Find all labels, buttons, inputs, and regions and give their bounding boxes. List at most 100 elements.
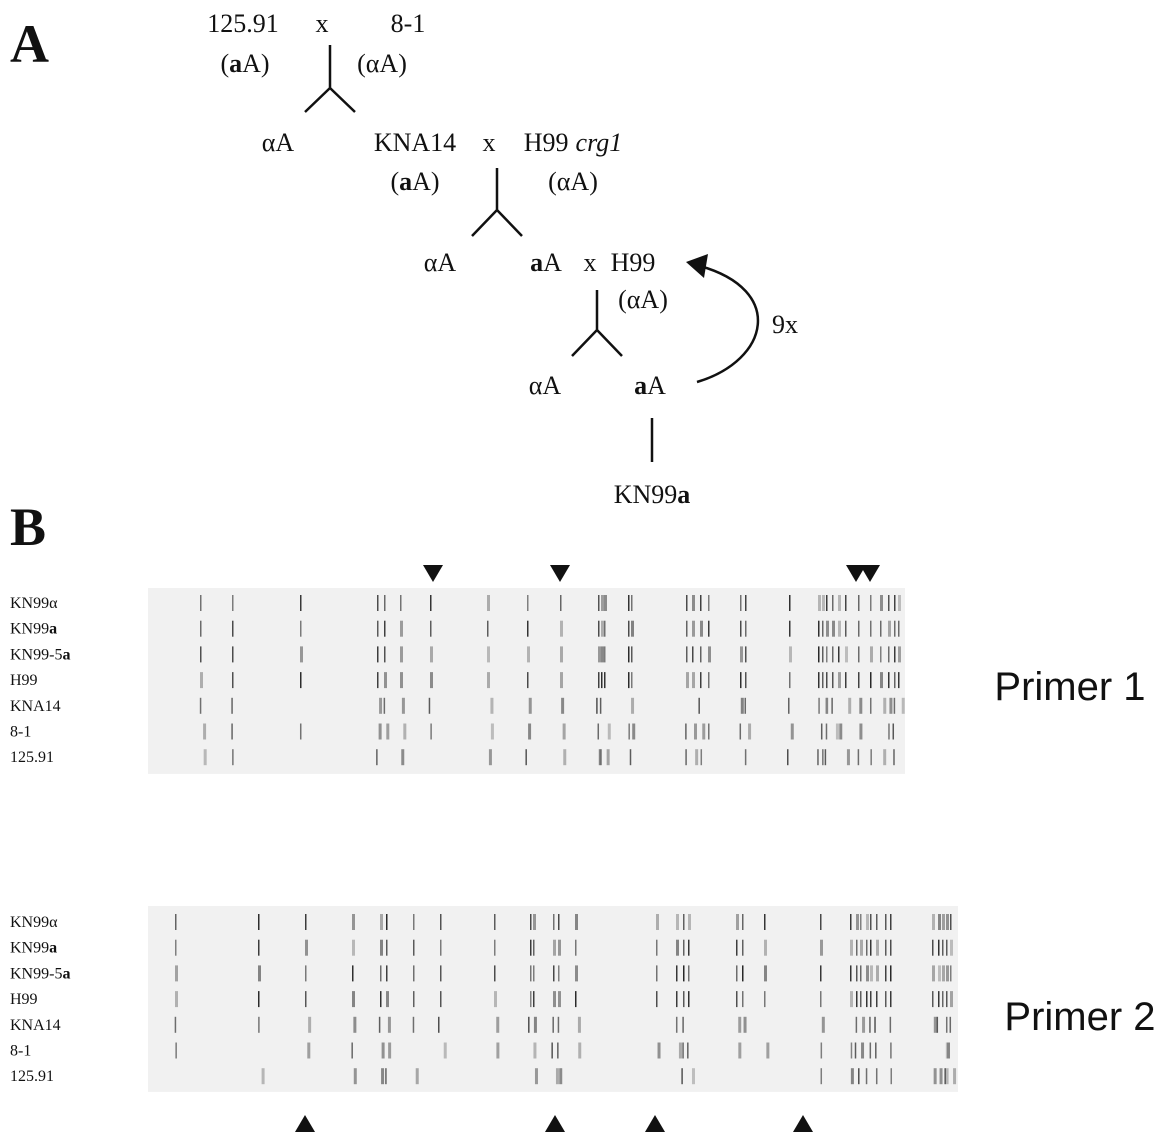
- repeat-label: 9x: [772, 310, 798, 339]
- gel-band: [791, 724, 794, 740]
- gel-band: [232, 646, 234, 662]
- gel-band: [533, 965, 535, 981]
- gel-band: [352, 965, 354, 981]
- gel-band: [203, 724, 206, 740]
- gel-band: [745, 646, 747, 662]
- gel-band: [688, 965, 690, 981]
- gel-band: [708, 646, 711, 662]
- text-part: 9x: [772, 310, 798, 339]
- gel-band: [527, 621, 529, 637]
- gel-band: [851, 1068, 854, 1084]
- lane-label: H99: [10, 991, 38, 1008]
- gel-band: [560, 595, 562, 611]
- gel-band: [200, 646, 202, 662]
- gel-band: [934, 1017, 937, 1033]
- gel-band: [888, 672, 890, 688]
- gel-band: [947, 1043, 950, 1059]
- text-part: a: [229, 49, 242, 78]
- gel-band: [682, 1017, 684, 1033]
- gel-band: [692, 646, 694, 662]
- gel-band: [856, 1017, 858, 1033]
- gel-band: [231, 724, 233, 740]
- gel-band: [413, 940, 415, 956]
- text-part: KN99α: [10, 595, 58, 612]
- gel-band: [676, 991, 678, 1007]
- gel-band: [692, 595, 695, 611]
- gel-band: [708, 595, 710, 611]
- gel-band: [818, 698, 820, 714]
- text-part: A: [543, 248, 562, 277]
- gel-band: [232, 672, 234, 688]
- gel-band: [200, 621, 202, 637]
- gel-band: [738, 1017, 741, 1033]
- gel-band: [685, 724, 687, 740]
- gel-band: [953, 1068, 956, 1084]
- lane-label: 8-1: [10, 1043, 31, 1060]
- gel-band: [628, 724, 630, 740]
- gel-band: [894, 672, 896, 688]
- text-part: KN99-5: [10, 646, 62, 663]
- gel-band: [938, 940, 940, 956]
- text-part: (αA): [357, 49, 407, 78]
- gel-band: [890, 965, 892, 981]
- gel-band: [700, 672, 702, 688]
- gel-band: [742, 991, 744, 1007]
- gel-band: [741, 698, 744, 714]
- gel-band: [262, 1068, 265, 1084]
- gel-band: [607, 749, 610, 765]
- gel-band: [888, 595, 890, 611]
- mating-type: (αA): [357, 49, 407, 78]
- gel-band: [560, 672, 563, 688]
- gel-band: [894, 698, 896, 714]
- gel-band: [601, 646, 604, 662]
- gel-band: [789, 646, 792, 662]
- text-part: 125.91: [10, 1068, 54, 1085]
- gel-band: [946, 940, 948, 956]
- text-part: A: [10, 14, 49, 74]
- text-part: KN99: [10, 940, 49, 957]
- gel-band: [578, 1017, 581, 1033]
- gel-band: [890, 1017, 892, 1033]
- gel-band: [885, 914, 887, 930]
- gel-band: [818, 595, 821, 611]
- gel-band: [429, 698, 431, 714]
- cross-sign: x: [584, 248, 597, 277]
- gel-band: [604, 595, 607, 611]
- gel-band: [377, 595, 379, 611]
- gel-band: [866, 914, 869, 930]
- gel-band: [822, 646, 824, 662]
- gel-band: [745, 672, 747, 688]
- gel-band: [845, 646, 848, 662]
- gel-band: [764, 914, 766, 930]
- gel-band: [789, 672, 791, 688]
- gel-band: [825, 749, 827, 765]
- gel-band: [826, 698, 828, 714]
- primer-label: Primer 2: [1004, 995, 1155, 1039]
- gel-band: [575, 991, 577, 1007]
- gel-band: [438, 1017, 440, 1033]
- gel-background: [148, 588, 905, 774]
- gel-band: [870, 646, 873, 662]
- gel-band: [628, 646, 630, 662]
- text-part: αA: [529, 371, 562, 400]
- gel-band: [932, 965, 935, 981]
- gel-band: [883, 698, 886, 714]
- gel-band: [232, 595, 234, 611]
- gel-band: [575, 965, 578, 981]
- gel-band: [307, 1043, 310, 1059]
- lane-label: KNA14: [10, 698, 61, 715]
- gel-band: [596, 698, 598, 714]
- gel-band: [682, 1043, 684, 1059]
- gel-band: [353, 1017, 356, 1033]
- gel-band: [380, 940, 383, 956]
- gel-band: [175, 991, 178, 1007]
- gel-band: [860, 991, 862, 1007]
- gel-band: [950, 914, 952, 930]
- gel-band: [866, 965, 869, 981]
- gel-band: [838, 646, 840, 662]
- text-part: KN99α: [10, 914, 58, 931]
- gel-band: [894, 595, 896, 611]
- gel-band: [889, 698, 892, 714]
- gel-band: [870, 621, 872, 637]
- gel-band: [870, 940, 872, 956]
